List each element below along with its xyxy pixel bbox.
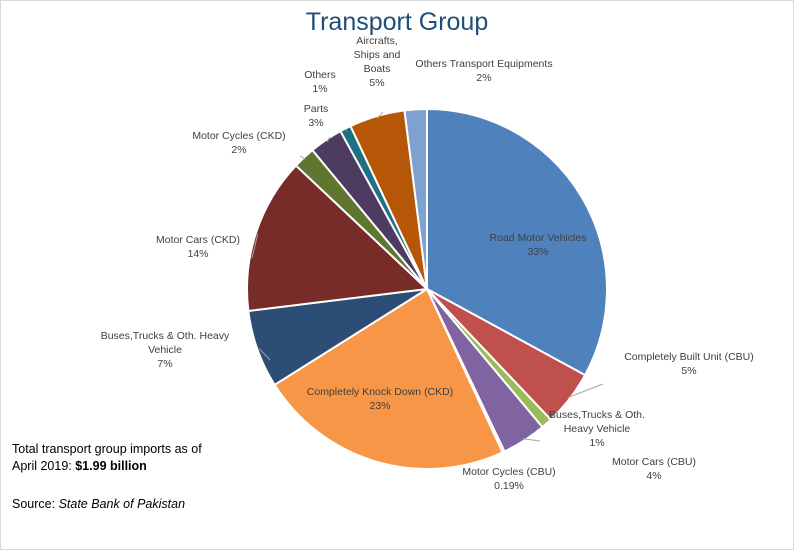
total-imports-prefix: April 2019: bbox=[12, 459, 76, 473]
total-imports-line1: Total transport group imports as of bbox=[12, 442, 202, 456]
pie-slice bbox=[403, 107, 428, 290]
pie-slice bbox=[273, 287, 504, 470]
slice-value-label: 4% bbox=[646, 470, 661, 482]
slice-name-label: Others bbox=[304, 69, 336, 81]
total-imports-note: Total transport group imports as of Apri… bbox=[12, 441, 202, 475]
slice-name-label: Motor Cars (CKD) bbox=[156, 234, 240, 246]
leader-line bbox=[523, 438, 541, 442]
slice-label: Others Transport Equipments 2% bbox=[415, 58, 552, 84]
chart-title: Transport Group bbox=[305, 8, 489, 36]
slice-value-label: 1% bbox=[312, 83, 327, 95]
slice-label: Completely Knock Down (CKD) 23% bbox=[307, 386, 453, 412]
leader-line bbox=[544, 419, 548, 423]
slice-value-label: 2% bbox=[231, 144, 246, 156]
slice-label: Aircrafts, Ships and Boats 5% bbox=[354, 35, 401, 89]
slice-label: Motor Cycles (CKD) 2% bbox=[192, 130, 285, 156]
slice-name-label: Buses,Trucks & Oth. bbox=[549, 409, 645, 421]
slice-value-label: 2% bbox=[476, 72, 491, 84]
slice-name-label: Buses,Trucks & Oth. Heavy bbox=[101, 330, 230, 342]
slice-name-label: Vehicle bbox=[148, 344, 182, 356]
slice-label: Others 1% bbox=[304, 69, 336, 95]
source-note: Source: State Bank of Pakistan bbox=[12, 496, 185, 513]
leader-line bbox=[567, 383, 604, 398]
slice-name-label: Motor Cars (CBU) bbox=[612, 456, 696, 468]
slice-name-label: Motor Cycles (CBU) bbox=[462, 466, 555, 478]
slice-value-label: 0.19% bbox=[494, 480, 524, 492]
total-imports-line2: April 2019: $1.99 billion bbox=[12, 458, 202, 475]
slice-name-label: Ships and bbox=[354, 49, 401, 61]
slice-value-label: 1% bbox=[589, 437, 604, 449]
source-name: State Bank of Pakistan bbox=[58, 497, 186, 511]
slice-name-label: Boats bbox=[364, 63, 391, 75]
source-prefix: Source: bbox=[12, 497, 59, 511]
slice-label: Motor Cycles (CBU) 0.19% bbox=[462, 466, 555, 492]
slice-label: Road Motor Vehicles 33% bbox=[490, 232, 587, 258]
slice-value-label: 5% bbox=[369, 77, 384, 89]
leader-line bbox=[345, 129, 348, 132]
slice-name-label: Heavy Vehicle bbox=[564, 423, 631, 435]
slice-name-label: Completely Knock Down (CKD) bbox=[307, 386, 453, 398]
slice-name-label: Motor Cycles (CKD) bbox=[192, 130, 285, 142]
slice-label: Buses,Trucks & Oth. Heavy Vehicle 1% bbox=[549, 409, 645, 449]
slice-name-label: Road Motor Vehicles bbox=[490, 232, 587, 244]
leader-line bbox=[326, 136, 331, 142]
pie-slice bbox=[426, 107, 608, 377]
slice-label: Completely Built Unit (CBU) 5% bbox=[624, 351, 754, 377]
pie-slices bbox=[246, 107, 608, 470]
slice-value-label: 7% bbox=[157, 358, 172, 370]
slice-name-label: Aircrafts, bbox=[356, 35, 397, 47]
slice-value-label: 3% bbox=[308, 117, 323, 129]
slice-label: Motor Cars (CBU) 4% bbox=[612, 456, 696, 482]
leader-line bbox=[251, 233, 259, 259]
slice-labels: Road Motor Vehicles 33% Completely Built U… bbox=[101, 35, 754, 492]
slice-value-label: 33% bbox=[527, 246, 548, 258]
leader-line bbox=[299, 155, 306, 160]
slice-value-label: 23% bbox=[369, 400, 390, 412]
total-imports-value: $1.99 billion bbox=[75, 459, 147, 473]
slice-value-label: 5% bbox=[681, 365, 696, 377]
leader-line bbox=[258, 348, 271, 361]
slice-label: Motor Cars (CKD) 14% bbox=[156, 234, 240, 260]
leader-lines bbox=[251, 109, 604, 442]
slice-name-label: Others Transport Equipments bbox=[415, 58, 552, 70]
slice-label: Buses,Trucks & Oth. Heavy Vehicle 7% bbox=[101, 330, 230, 370]
slice-label: Parts 3% bbox=[304, 103, 329, 129]
pie-slice bbox=[246, 164, 430, 313]
leader-line bbox=[377, 111, 384, 119]
slice-name-label: Parts bbox=[304, 103, 329, 115]
slice-name-label: Completely Built Unit (CBU) bbox=[624, 351, 754, 363]
slice-value-label: 14% bbox=[187, 248, 208, 260]
